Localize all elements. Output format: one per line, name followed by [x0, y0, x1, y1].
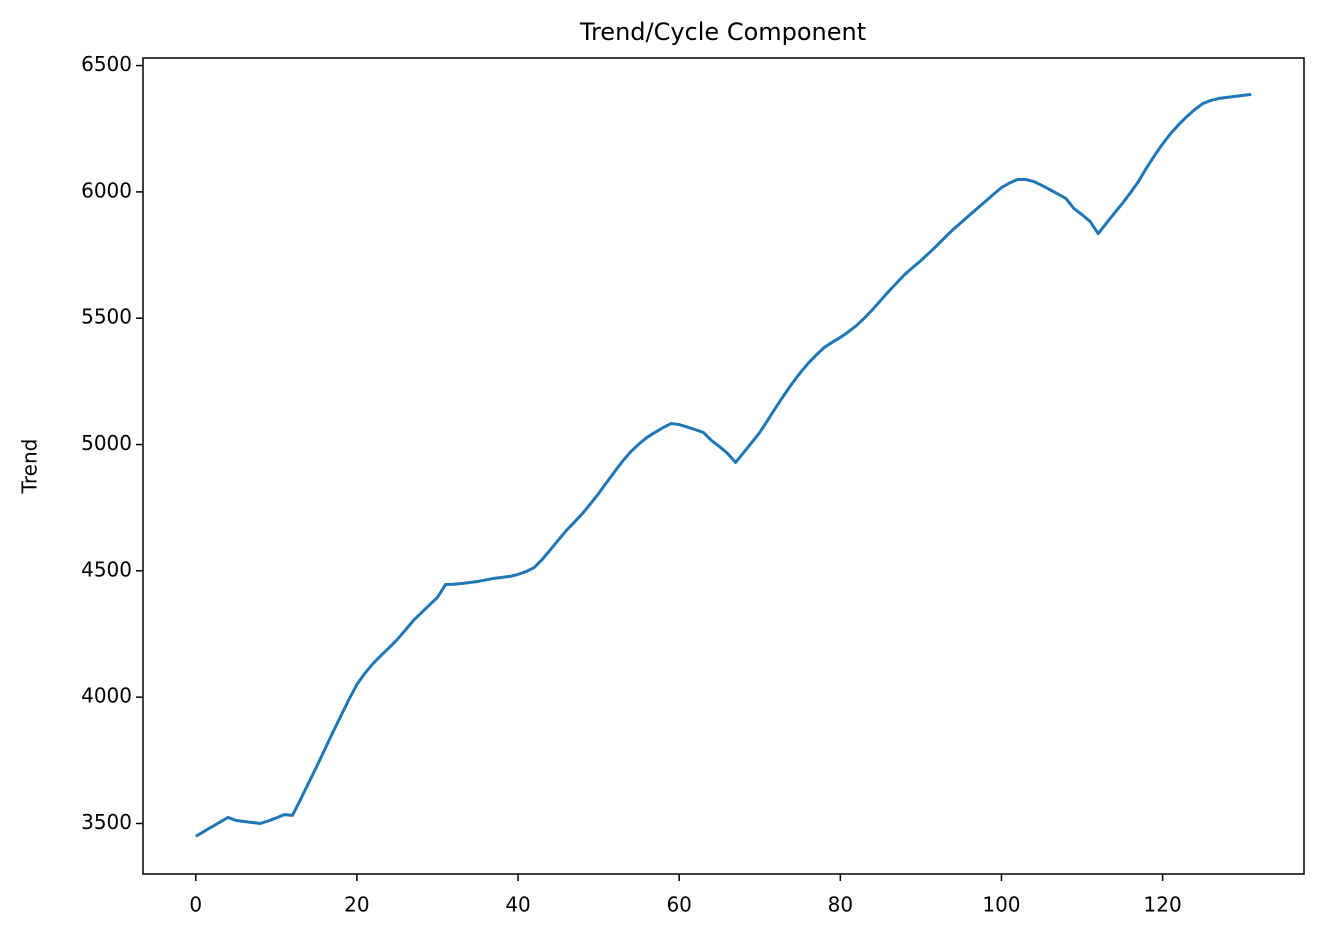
y-tick-label: 6500: [81, 52, 132, 76]
x-tick-label: 60: [666, 893, 691, 917]
y-tick-label: 4000: [81, 684, 132, 708]
chart-title: Trend/Cycle Component: [579, 18, 866, 46]
y-tick-label: 6000: [81, 178, 132, 202]
x-tick-label: 0: [189, 893, 202, 917]
y-tick-label: 5000: [81, 431, 132, 455]
x-tick-label: 40: [505, 893, 530, 917]
y-axis-label: Trend: [18, 439, 42, 495]
plot-frame: [142, 57, 1305, 875]
x-tick-label: 80: [828, 893, 853, 917]
x-tick-label: 100: [982, 893, 1020, 917]
x-tick-label: 20: [344, 893, 369, 917]
y-tick-label: 4500: [81, 557, 132, 581]
y-tick-label: 5500: [81, 305, 132, 329]
y-tick-label: 3500: [81, 810, 132, 834]
x-tick-label: 120: [1144, 893, 1182, 917]
line-series: [195, 92, 1252, 838]
